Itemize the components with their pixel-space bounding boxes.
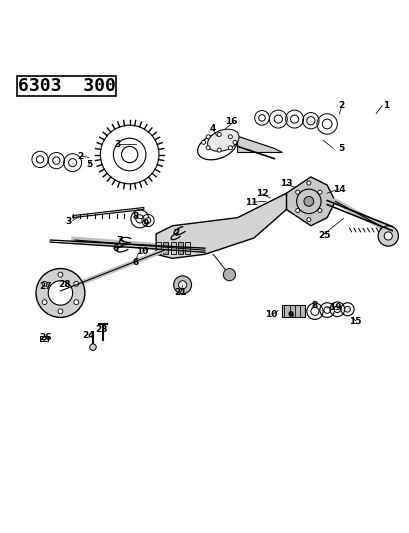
Circle shape <box>145 217 151 223</box>
Text: 24: 24 <box>83 331 95 340</box>
Circle shape <box>306 217 310 222</box>
Text: 4: 4 <box>209 124 216 133</box>
Circle shape <box>201 140 205 144</box>
Circle shape <box>303 197 313 206</box>
Text: 12: 12 <box>255 189 267 198</box>
Text: 2: 2 <box>337 101 344 110</box>
Text: 8: 8 <box>311 301 317 310</box>
Circle shape <box>306 181 310 185</box>
Text: 2: 2 <box>77 152 84 161</box>
Text: 9: 9 <box>287 311 293 320</box>
Circle shape <box>310 307 318 316</box>
Circle shape <box>306 117 314 125</box>
Text: 9: 9 <box>142 219 149 228</box>
Circle shape <box>178 281 186 289</box>
Circle shape <box>42 300 47 304</box>
Circle shape <box>333 306 340 312</box>
Text: 8: 8 <box>133 212 139 221</box>
Text: 25: 25 <box>317 231 330 240</box>
Bar <box>40 336 48 342</box>
Circle shape <box>228 146 232 150</box>
Circle shape <box>121 147 137 163</box>
Circle shape <box>223 269 235 281</box>
Bar <box>178 242 182 254</box>
Bar <box>163 242 168 254</box>
Circle shape <box>36 156 44 163</box>
Circle shape <box>383 232 391 240</box>
Text: 11: 11 <box>244 198 256 207</box>
Circle shape <box>274 115 282 123</box>
Circle shape <box>74 300 79 304</box>
Text: 7: 7 <box>173 229 179 238</box>
Text: 6303  300: 6303 300 <box>18 77 115 95</box>
Circle shape <box>217 148 221 152</box>
Circle shape <box>321 119 331 129</box>
Circle shape <box>228 135 232 139</box>
Circle shape <box>232 140 236 144</box>
Text: 16: 16 <box>225 117 237 126</box>
Text: 26: 26 <box>39 333 52 342</box>
Polygon shape <box>72 207 144 217</box>
Circle shape <box>53 157 60 164</box>
Circle shape <box>36 269 85 318</box>
Circle shape <box>42 281 47 286</box>
Circle shape <box>68 159 76 167</box>
Text: 19: 19 <box>328 303 341 312</box>
Circle shape <box>377 226 398 246</box>
Circle shape <box>295 208 299 213</box>
Circle shape <box>317 208 321 213</box>
Ellipse shape <box>207 129 238 151</box>
Circle shape <box>323 307 330 313</box>
Circle shape <box>206 146 210 150</box>
Text: 10: 10 <box>265 310 277 319</box>
Text: 10: 10 <box>135 247 148 255</box>
Circle shape <box>58 272 63 277</box>
Circle shape <box>217 132 221 136</box>
Text: 13: 13 <box>279 179 292 188</box>
Text: 6: 6 <box>112 244 118 253</box>
Text: 3: 3 <box>65 217 72 226</box>
Text: 5: 5 <box>337 144 344 153</box>
Circle shape <box>48 281 72 305</box>
Circle shape <box>258 115 265 121</box>
Circle shape <box>43 337 46 340</box>
Text: 23: 23 <box>94 325 107 334</box>
Circle shape <box>344 306 350 312</box>
Polygon shape <box>156 193 286 259</box>
Circle shape <box>317 190 321 194</box>
Text: 21: 21 <box>174 288 187 297</box>
Circle shape <box>290 115 298 123</box>
Text: 14: 14 <box>332 184 345 193</box>
Circle shape <box>58 309 63 314</box>
Circle shape <box>74 281 79 286</box>
Text: 5: 5 <box>85 160 92 169</box>
Bar <box>185 242 190 254</box>
Polygon shape <box>286 177 335 226</box>
Circle shape <box>295 190 299 194</box>
Text: 15: 15 <box>348 317 361 326</box>
Polygon shape <box>237 136 282 152</box>
Text: 6: 6 <box>133 258 139 267</box>
Bar <box>171 242 175 254</box>
Circle shape <box>206 135 210 139</box>
Bar <box>282 305 304 318</box>
Text: 7: 7 <box>116 236 122 245</box>
Text: 3: 3 <box>114 140 120 149</box>
Circle shape <box>135 215 144 223</box>
Text: 28: 28 <box>58 280 71 289</box>
Bar <box>156 242 161 254</box>
Circle shape <box>90 344 96 350</box>
Circle shape <box>173 276 191 294</box>
Text: 1: 1 <box>382 101 389 110</box>
Text: 27: 27 <box>39 282 52 292</box>
